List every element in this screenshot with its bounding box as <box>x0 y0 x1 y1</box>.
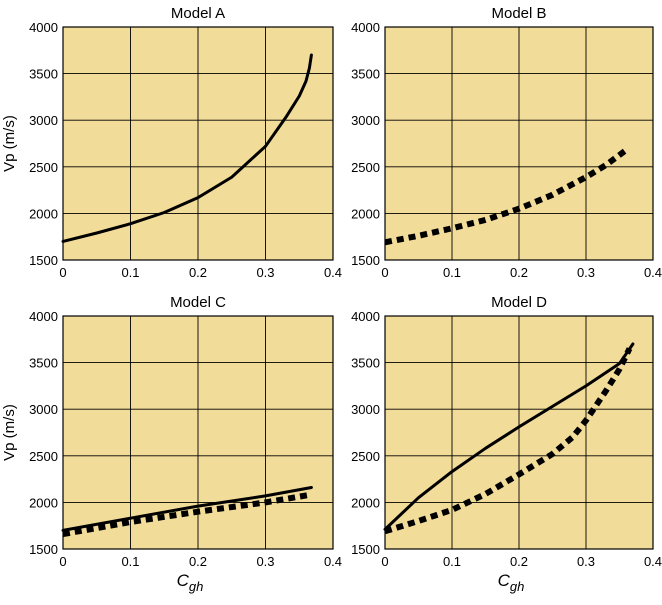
x-tick-label: 0.2 <box>510 554 528 569</box>
y-tick-label: 3000 <box>29 402 58 417</box>
x-tick-label: 0.1 <box>121 554 139 569</box>
y-tick-label: 4000 <box>29 20 58 35</box>
chart-panel-2: Model B 0 0.1 0.2 0.3 0.4 1500 2000 2500 3000 3500… <box>351 5 662 280</box>
x-tick-label: 0.2 <box>189 265 207 280</box>
x-axis-label: Cgh <box>498 571 525 594</box>
x-axis-label-subscript: gh <box>189 579 203 594</box>
series-line-solid <box>383 342 635 531</box>
y-tick-label: 2500 <box>29 449 58 464</box>
y-tick-label: 2500 <box>351 160 380 175</box>
series-line-solid <box>61 53 313 243</box>
y-tick-label: 1500 <box>29 542 58 557</box>
x-tick-label: 0.1 <box>121 265 139 280</box>
plot-frame <box>384 26 654 261</box>
x-tick-label: 0.4 <box>324 265 342 280</box>
y-tick-label: 1500 <box>29 253 58 268</box>
y-tick-label: 2000 <box>29 495 58 510</box>
x-tick-label: 0.3 <box>256 265 274 280</box>
series-line-dotted <box>62 491 310 538</box>
plot-frame <box>384 315 654 550</box>
y-tick-label: 3000 <box>29 113 58 128</box>
chart-title: Model A <box>171 5 225 22</box>
y-tick-label: 4000 <box>351 20 380 35</box>
y-tick-label: 2000 <box>29 206 58 221</box>
chart-title: Model D <box>491 294 547 311</box>
x-tick-label: 0.1 <box>443 265 461 280</box>
x-tick-label: 0 <box>59 554 66 569</box>
chart-panel-1: Model A 0 0.1 0.2 0.3 0.4 1500 2000 2500 3000 3500… <box>1 5 342 280</box>
y-tick-label: 3500 <box>29 67 58 82</box>
series-line-solid <box>61 486 313 532</box>
y-tick-label: 2000 <box>351 206 380 221</box>
y-tick-label: 2000 <box>351 495 380 510</box>
y-tick-label: 4000 <box>351 309 380 324</box>
x-tick-label: 0 <box>381 554 388 569</box>
y-tick-label: 3500 <box>351 356 380 371</box>
y-axis-label: Vp (m/s) <box>1 115 18 172</box>
chart-title: Model B <box>491 5 546 22</box>
y-axis-label: Vp (m/s) <box>1 404 18 461</box>
x-tick-label: 0.2 <box>189 554 207 569</box>
plot-frame <box>62 26 334 261</box>
plot-frame <box>62 315 334 550</box>
y-tick-label: 3500 <box>29 356 58 371</box>
y-tick-label: 1500 <box>351 542 380 557</box>
x-tick-label: 0 <box>381 265 388 280</box>
chart-panel-4: Model D 0 0.1 0.2 0.3 0.4 1500 2000 2500 3000 3500… <box>351 294 662 594</box>
x-axis-label-main: C <box>177 571 190 590</box>
x-axis-label-main: C <box>498 571 511 590</box>
y-tick-label: 3000 <box>351 113 380 128</box>
series-line-dotted <box>384 147 628 246</box>
chart-title: Model C <box>170 294 226 311</box>
x-axis-label: Cgh <box>177 571 204 594</box>
y-tick-label: 2500 <box>29 160 58 175</box>
y-tick-label: 3000 <box>351 402 380 417</box>
x-tick-label: 0.4 <box>644 554 662 569</box>
x-tick-label: 0.2 <box>510 265 528 280</box>
y-tick-label: 4000 <box>29 309 58 324</box>
x-axis-label-subscript: gh <box>510 579 524 594</box>
y-tick-label: 2500 <box>351 449 380 464</box>
x-tick-label: 0 <box>59 265 66 280</box>
x-tick-label: 0.3 <box>577 265 595 280</box>
x-tick-label: 0.4 <box>324 554 342 569</box>
series-line-dotted <box>384 347 633 535</box>
x-tick-label: 0.1 <box>443 554 461 569</box>
y-tick-label: 1500 <box>351 253 380 268</box>
y-tick-label: 3500 <box>351 67 380 82</box>
x-tick-label: 0.4 <box>644 265 662 280</box>
x-tick-label: 0.3 <box>577 554 595 569</box>
chart-panel-3: Model C 0 0.1 0.2 0.3 0.4 1500 2000 2500 3000 3500… <box>1 294 342 594</box>
x-tick-label: 0.3 <box>256 554 274 569</box>
